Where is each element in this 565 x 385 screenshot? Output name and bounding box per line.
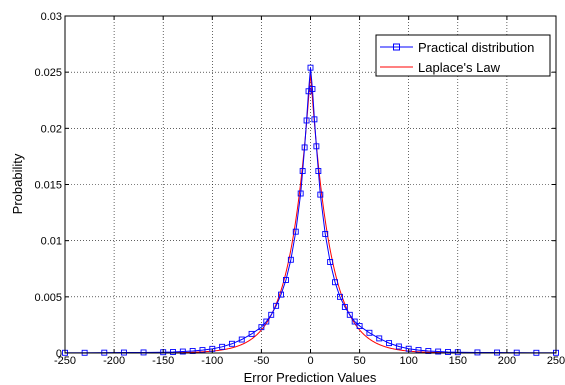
x-axis-label: Error Prediction Values	[244, 370, 377, 385]
practical-point	[356, 323, 363, 329]
x-axis: -250 -200 -150 -100 -50 0 50 100 150 200 250	[54, 16, 565, 367]
practical-point	[301, 144, 308, 151]
practical-point	[297, 190, 304, 197]
legend-label-laplace: Laplace's Law	[418, 60, 501, 75]
practical-point	[474, 349, 481, 356]
x-tick-label: -250	[54, 355, 76, 367]
legend-marker-practical	[393, 43, 400, 51]
practical-point	[303, 117, 310, 124]
practical-point	[283, 277, 289, 283]
practical-point	[327, 259, 334, 265]
practical-point	[346, 311, 353, 318]
y-tick-label: 0.03	[41, 11, 62, 23]
y-axis-label: Probability	[10, 153, 25, 214]
practical-point	[179, 348, 186, 355]
practical-point	[263, 318, 270, 325]
practical-point	[248, 330, 255, 337]
y-tick-label: 0	[56, 348, 62, 360]
practical-point	[395, 343, 402, 350]
practical-point	[341, 303, 348, 310]
y-axis: 0 0.005 0.01 0.015 0.02 0.025 0.03	[34, 11, 556, 360]
legend-box	[375, 34, 551, 77]
practical-point	[445, 349, 451, 355]
x-tick-label: 50	[353, 355, 365, 367]
practical-point	[299, 168, 306, 174]
practical-point	[219, 343, 226, 350]
practical-point	[258, 324, 265, 331]
x-tick-label: 150	[449, 355, 467, 367]
practical-point	[322, 230, 329, 237]
practical-point	[268, 311, 275, 318]
practical-point	[317, 191, 324, 198]
practical-point	[278, 291, 284, 298]
practical-point	[311, 116, 318, 123]
practical-point	[386, 340, 393, 347]
practical-point	[435, 348, 442, 355]
practical-point	[351, 318, 358, 325]
y-tick-label: 0.02	[41, 123, 62, 135]
practical-point	[238, 336, 245, 343]
x-tick-label: 250	[547, 355, 565, 367]
practical-point	[140, 349, 147, 356]
y-tick-label: 0.01	[41, 236, 62, 248]
practical-point	[228, 340, 235, 347]
x-tick-label: 100	[400, 355, 418, 367]
practical-point	[273, 302, 280, 309]
x-tick-label: -50	[253, 355, 269, 367]
practical-point	[376, 335, 383, 342]
practical-point	[313, 143, 320, 150]
practical-point	[309, 86, 316, 92]
legend-label-practical: Practical distribution	[418, 40, 534, 55]
legend: Practical distribution Laplace's Law	[375, 34, 551, 77]
practical-line	[65, 67, 556, 354]
y-tick-label: 0.015	[34, 180, 62, 192]
practical-point	[315, 168, 322, 174]
y-tick-label: 0.025	[34, 67, 62, 79]
practical-point	[287, 256, 294, 263]
practical-point	[332, 279, 338, 286]
x-tick-label: 0	[307, 355, 313, 367]
x-tick-label: 200	[498, 355, 516, 367]
x-tick-label: -150	[152, 355, 174, 367]
practical-point	[292, 228, 299, 235]
practical-point	[170, 349, 176, 355]
practical-point	[337, 293, 343, 300]
practical-point	[366, 329, 373, 336]
practical-point	[307, 64, 314, 71]
y-tick-label: 0.005	[34, 292, 62, 304]
x-tick-label: -200	[103, 355, 125, 367]
x-tick-label: -100	[201, 355, 223, 367]
